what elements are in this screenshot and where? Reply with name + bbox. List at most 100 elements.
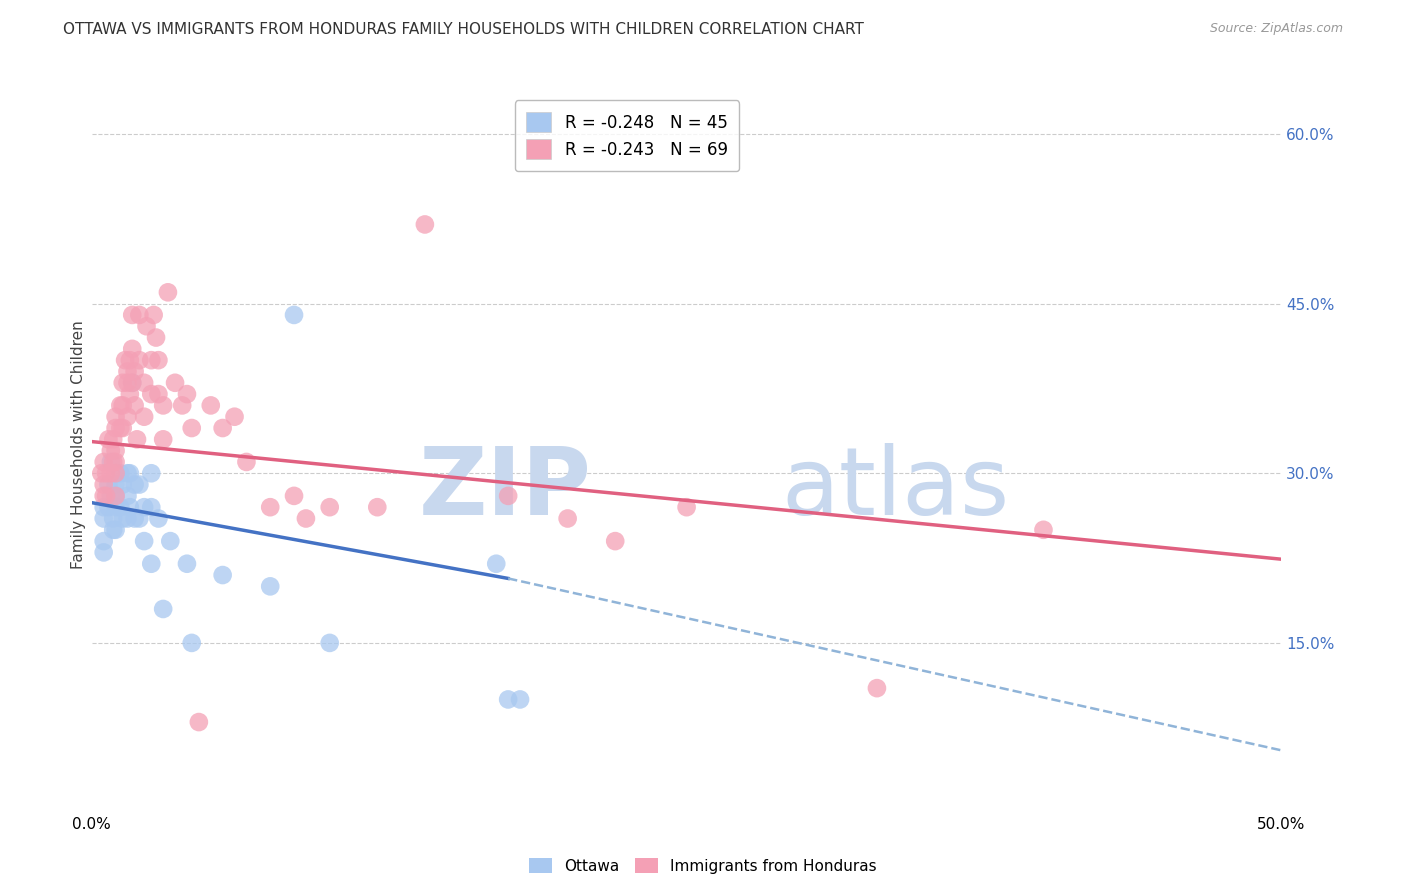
Point bbox=[93, 455, 115, 469]
Point bbox=[128, 353, 150, 368]
Point bbox=[118, 467, 141, 481]
Point bbox=[121, 376, 143, 390]
Legend: R = -0.248   N = 45, R = -0.243   N = 69: R = -0.248 N = 45, R = -0.243 N = 69 bbox=[515, 101, 740, 171]
Point bbox=[509, 692, 531, 706]
Point bbox=[124, 364, 146, 378]
Point bbox=[283, 489, 305, 503]
Point bbox=[134, 409, 156, 424]
Point bbox=[100, 443, 122, 458]
Point bbox=[156, 285, 179, 300]
Point bbox=[104, 523, 127, 537]
Point bbox=[104, 421, 127, 435]
Point bbox=[94, 467, 117, 481]
Point bbox=[141, 500, 163, 515]
Point bbox=[117, 409, 139, 424]
Point bbox=[180, 636, 202, 650]
Point bbox=[121, 376, 143, 390]
Point bbox=[496, 692, 519, 706]
Point bbox=[97, 500, 120, 515]
Point bbox=[117, 511, 139, 525]
Point bbox=[413, 218, 436, 232]
Point bbox=[141, 467, 163, 481]
Point bbox=[103, 511, 125, 525]
Point bbox=[104, 409, 127, 424]
Point bbox=[93, 511, 115, 525]
Point bbox=[142, 308, 165, 322]
Point bbox=[134, 376, 156, 390]
Point bbox=[134, 500, 156, 515]
Point bbox=[235, 455, 257, 469]
Point bbox=[557, 511, 579, 525]
Point bbox=[110, 421, 132, 435]
Text: atlas: atlas bbox=[782, 443, 1010, 535]
Text: Source: ZipAtlas.com: Source: ZipAtlas.com bbox=[1209, 22, 1343, 36]
Y-axis label: Family Households with Children: Family Households with Children bbox=[72, 320, 86, 569]
Point bbox=[111, 477, 134, 491]
Point bbox=[104, 489, 127, 503]
Point bbox=[148, 387, 170, 401]
Point bbox=[180, 421, 202, 435]
Point bbox=[128, 511, 150, 525]
Point bbox=[124, 511, 146, 525]
Point bbox=[104, 443, 127, 458]
Point bbox=[104, 455, 127, 469]
Point bbox=[211, 568, 233, 582]
Point bbox=[866, 681, 889, 695]
Point bbox=[1032, 523, 1054, 537]
Point bbox=[259, 579, 281, 593]
Point bbox=[90, 467, 112, 481]
Point bbox=[152, 602, 174, 616]
Text: OTTAWA VS IMMIGRANTS FROM HONDURAS FAMILY HOUSEHOLDS WITH CHILDREN CORRELATION C: OTTAWA VS IMMIGRANTS FROM HONDURAS FAMIL… bbox=[63, 22, 865, 37]
Point bbox=[675, 500, 697, 515]
Point bbox=[93, 534, 115, 549]
Point bbox=[124, 398, 146, 412]
Point bbox=[103, 433, 125, 447]
Point bbox=[93, 500, 115, 515]
Point bbox=[124, 477, 146, 491]
Point bbox=[135, 319, 157, 334]
Point bbox=[319, 636, 342, 650]
Point bbox=[128, 477, 150, 491]
Point bbox=[93, 477, 115, 491]
Point bbox=[211, 421, 233, 435]
Point bbox=[103, 455, 125, 469]
Point bbox=[97, 477, 120, 491]
Point bbox=[104, 500, 127, 515]
Point bbox=[165, 376, 187, 390]
Point bbox=[125, 433, 148, 447]
Point bbox=[295, 511, 318, 525]
Point bbox=[97, 433, 120, 447]
Point bbox=[141, 557, 163, 571]
Point bbox=[485, 557, 508, 571]
Point bbox=[134, 534, 156, 549]
Point bbox=[496, 489, 519, 503]
Point bbox=[111, 398, 134, 412]
Point bbox=[200, 398, 222, 412]
Point bbox=[111, 511, 134, 525]
Point bbox=[117, 364, 139, 378]
Point bbox=[93, 545, 115, 559]
Point bbox=[141, 353, 163, 368]
Point bbox=[118, 353, 141, 368]
Point bbox=[111, 421, 134, 435]
Point bbox=[114, 353, 136, 368]
Point bbox=[117, 489, 139, 503]
Point bbox=[118, 500, 141, 515]
Point bbox=[104, 489, 127, 503]
Point bbox=[224, 409, 246, 424]
Point bbox=[176, 387, 198, 401]
Point bbox=[152, 433, 174, 447]
Legend: Ottawa, Immigrants from Honduras: Ottawa, Immigrants from Honduras bbox=[523, 852, 883, 880]
Point bbox=[319, 500, 342, 515]
Point bbox=[159, 534, 181, 549]
Point bbox=[187, 714, 209, 729]
Point bbox=[145, 330, 167, 344]
Point bbox=[100, 467, 122, 481]
Point bbox=[259, 500, 281, 515]
Point bbox=[176, 557, 198, 571]
Point bbox=[117, 376, 139, 390]
Point bbox=[110, 500, 132, 515]
Point bbox=[104, 467, 127, 481]
Point bbox=[111, 376, 134, 390]
Point bbox=[148, 511, 170, 525]
